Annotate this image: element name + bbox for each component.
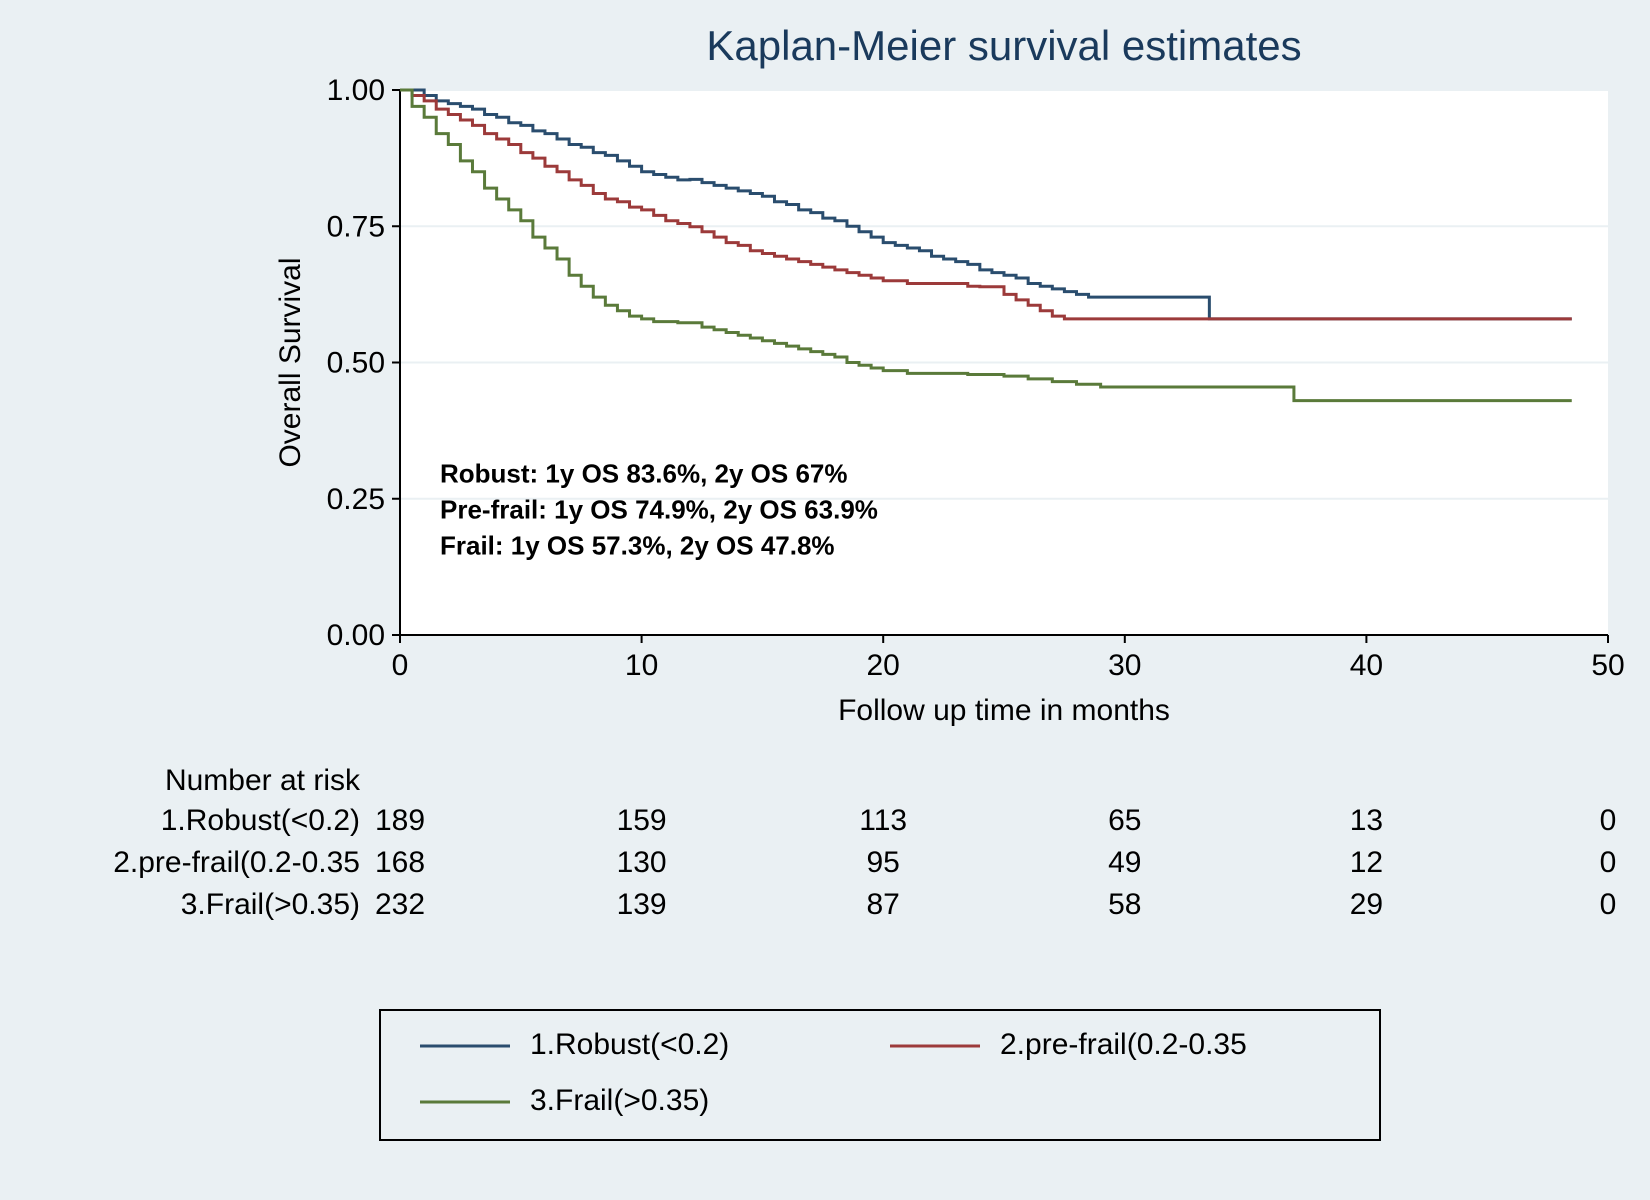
chart-container: Kaplan-Meier survival estimates 0.00 0.25 0… [0,0,1650,1200]
risk-cell: 0 [1600,804,1617,837]
risk-cell: 130 [617,846,667,879]
risk-cell: 65 [1108,804,1141,837]
risk-cell: 29 [1350,888,1383,921]
risk-row-label: 1.Robust(<0.2) [161,804,360,837]
risk-cell: 139 [617,888,667,921]
y-tick-label: 0.00 [327,619,385,652]
x-tick-label: 50 [1591,649,1624,682]
y-tick-label: 1.00 [327,74,385,107]
annotation-text: Robust: 1y OS 83.6%, 2y OS 67% [440,458,848,488]
risk-cell: 0 [1600,846,1617,879]
annotation-text: Frail: 1y OS 57.3%, 2y OS 47.8% [440,530,835,560]
risk-cell: 168 [375,846,425,879]
y-tick-label: 0.75 [327,210,385,243]
x-tick-label: 20 [867,649,900,682]
y-tick-label: 0.50 [327,347,385,380]
risk-cell: 58 [1108,888,1141,921]
risk-cell: 13 [1350,804,1383,837]
risk-row-label: 2.pre-frail(0.2-0.35 [113,846,360,879]
risk-cell: 49 [1108,846,1141,879]
legend-label: 2.pre-frail(0.2-0.35 [1000,1028,1247,1061]
risk-cell: 87 [867,888,900,921]
risk-cell: 232 [375,888,425,921]
x-tick-label: 40 [1350,649,1383,682]
chart-title: Kaplan-Meier survival estimates [706,22,1301,69]
risk-cell: 0 [1600,888,1617,921]
y-axis-label: Overall Survival [274,257,307,467]
risk-cell: 95 [867,846,900,879]
km-chart-svg: Kaplan-Meier survival estimates 0.00 0.25 0… [0,0,1650,1200]
annotation-text: Pre-frail: 1y OS 74.9%, 2y OS 63.9% [440,494,878,524]
x-axis-label: Follow up time in months [838,694,1170,727]
x-tick-label: 30 [1108,649,1141,682]
risk-cell: 159 [617,804,667,837]
y-tick-label: 0.25 [327,483,385,516]
risk-table-title: Number at risk [165,764,361,797]
legend-label: 1.Robust(<0.2) [530,1028,729,1061]
risk-row-label: 3.Frail(>0.35) [181,888,360,921]
risk-cell: 12 [1350,846,1383,879]
risk-cell: 189 [375,804,425,837]
legend-label: 3.Frail(>0.35) [530,1084,709,1117]
x-tick-label: 10 [625,649,658,682]
risk-cell: 113 [859,804,907,837]
x-tick-label: 0 [392,649,409,682]
